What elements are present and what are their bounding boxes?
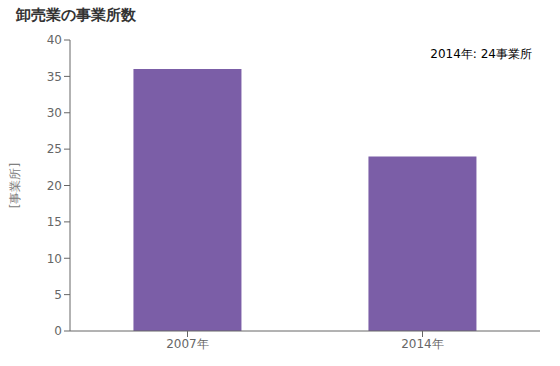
svg-text:2007年: 2007年 xyxy=(166,337,209,351)
svg-text:25: 25 xyxy=(47,142,62,156)
html-text:2014年: 24事業所: 2014年: 24事業所 xyxy=(430,47,532,61)
html-text:卸売業の事業所数: 卸売業の事業所数 xyxy=(16,6,136,24)
svg-text:[事業所]: [事業所] xyxy=(8,163,22,208)
svg-text:30: 30 xyxy=(47,106,62,120)
svg-text:5: 5 xyxy=(54,288,62,302)
svg-text:2014年: 2014年 xyxy=(401,337,444,351)
svg-text:10: 10 xyxy=(47,252,62,266)
svg-text:15: 15 xyxy=(47,215,62,229)
svg-text:20: 20 xyxy=(47,179,62,193)
svg-text:40: 40 xyxy=(47,33,62,47)
svg-text:0: 0 xyxy=(54,324,62,338)
svg-text:35: 35 xyxy=(47,70,62,84)
